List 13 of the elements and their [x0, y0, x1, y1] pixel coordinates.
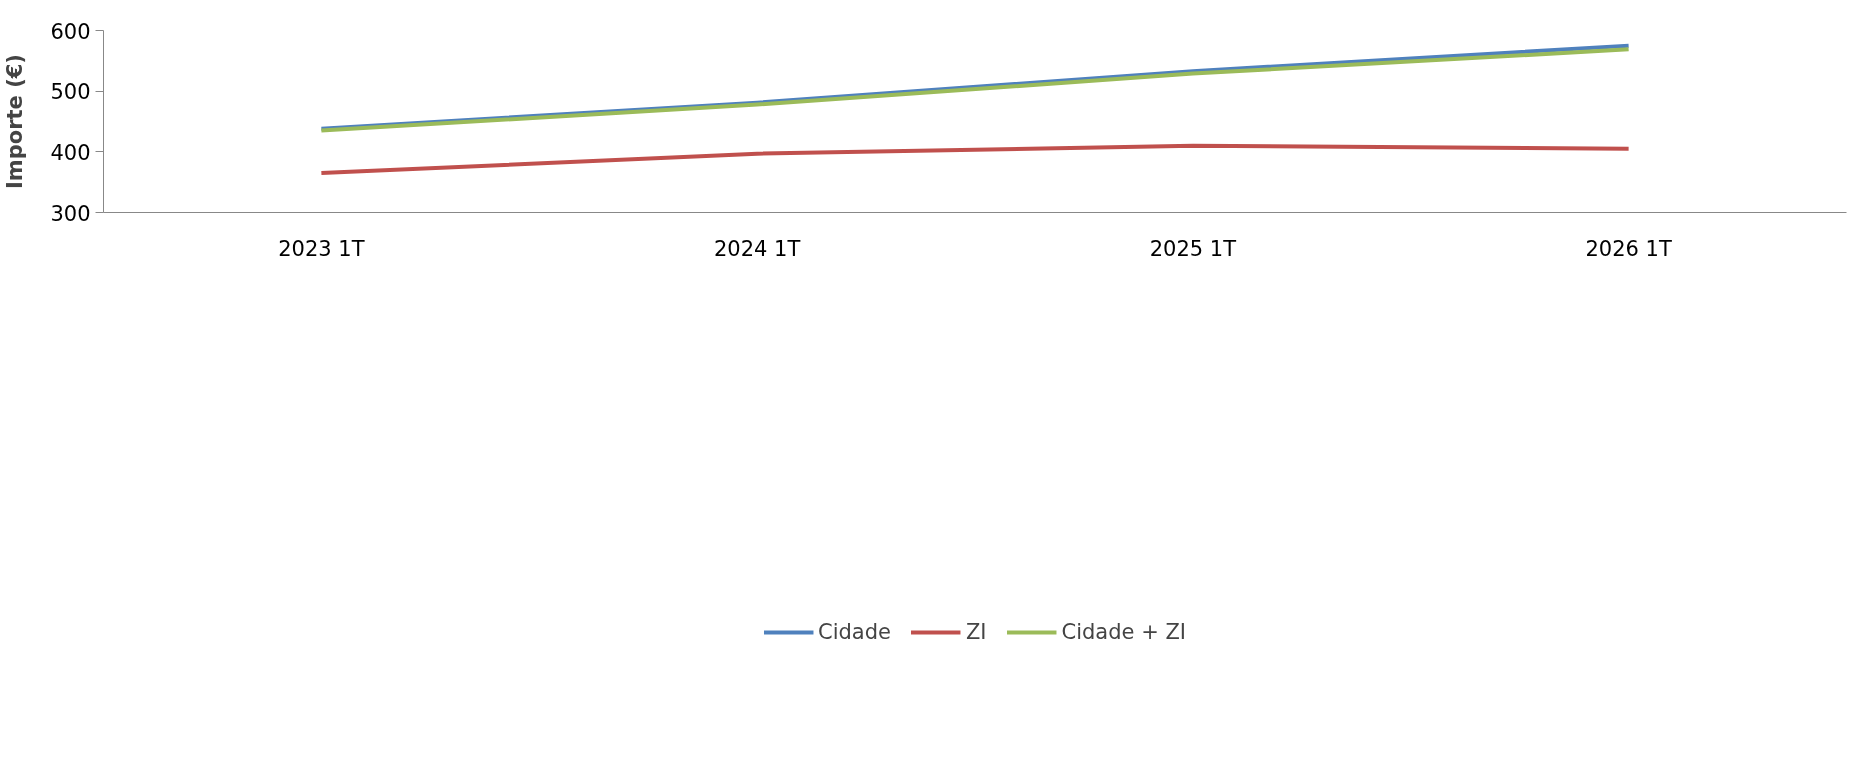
legend-label: Cidade: [817, 620, 891, 644]
legend-label: ZI: [965, 620, 987, 644]
x-tick-label: 2023 1T: [278, 236, 365, 261]
x-tick-label: 2024 1T: [713, 236, 801, 261]
legend-label: Cidade + ZI: [1061, 620, 1187, 644]
y-tick-label: 300: [50, 201, 91, 226]
y-tick-label: 600: [50, 19, 91, 44]
y-tick-label: 400: [50, 140, 91, 165]
y-tick-label: 500: [50, 80, 91, 105]
line-series: [319, 143, 1631, 176]
y-axis-title: Importe (€): [3, 54, 28, 189]
x-tick-label: 2025 1T: [1149, 236, 1237, 261]
x-tick-label: 2026 1T: [1585, 236, 1672, 261]
